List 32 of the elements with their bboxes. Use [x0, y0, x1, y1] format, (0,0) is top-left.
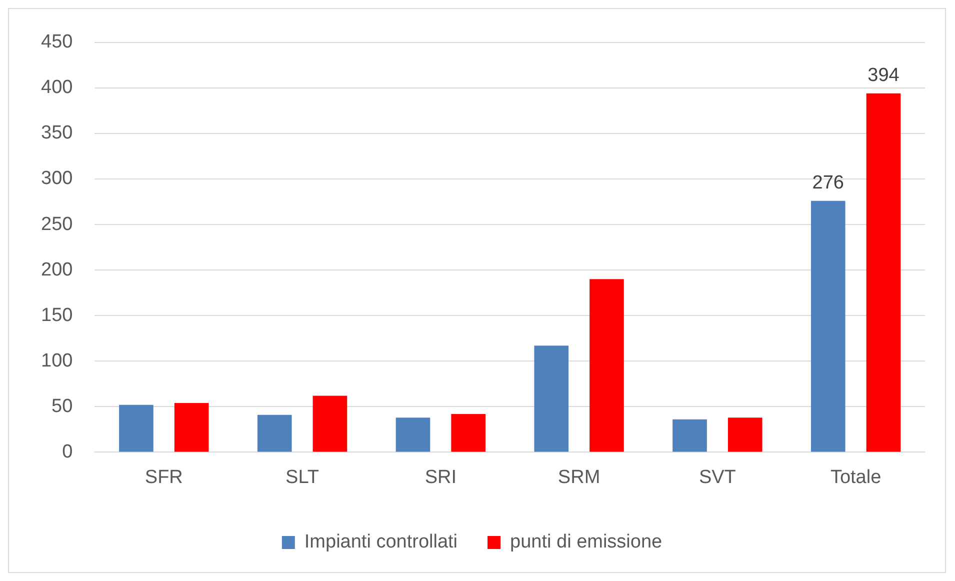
y-tick-label: 450 — [41, 32, 73, 53]
x-tick-label: SFR — [144, 466, 183, 488]
legend-label: Impianti controllati — [304, 532, 458, 553]
bar — [174, 403, 209, 452]
bar — [866, 93, 901, 452]
data-label: 276 — [812, 172, 844, 194]
x-tick-label: Totale — [830, 466, 882, 488]
bar — [728, 418, 762, 452]
x-tick-label: SRI — [424, 466, 456, 488]
bar — [451, 414, 486, 452]
bar — [534, 346, 569, 452]
data-label: 394 — [868, 65, 900, 86]
x-tick-label: SRM — [558, 466, 600, 488]
bar — [810, 200, 846, 452]
y-tick-label: 50 — [52, 396, 73, 417]
bar — [119, 404, 154, 452]
bar — [257, 414, 292, 452]
y-tick-label: 250 — [41, 214, 73, 235]
y-tick-label: 300 — [41, 168, 73, 190]
bar — [590, 279, 624, 452]
x-tick-label: SVT — [698, 466, 736, 488]
y-tick-label: 200 — [41, 259, 73, 280]
y-tick-label: 0 — [62, 441, 73, 462]
bar — [396, 418, 430, 452]
bar — [312, 396, 348, 452]
x-tick-label: SLT — [286, 466, 320, 488]
y-tick-label: 400 — [41, 77, 73, 98]
legend-label: punti di emissione — [510, 532, 662, 553]
y-tick-label: 350 — [41, 122, 73, 144]
bar — [672, 419, 707, 452]
y-tick-label: 100 — [41, 350, 73, 372]
y-tick-label: 150 — [41, 304, 73, 326]
